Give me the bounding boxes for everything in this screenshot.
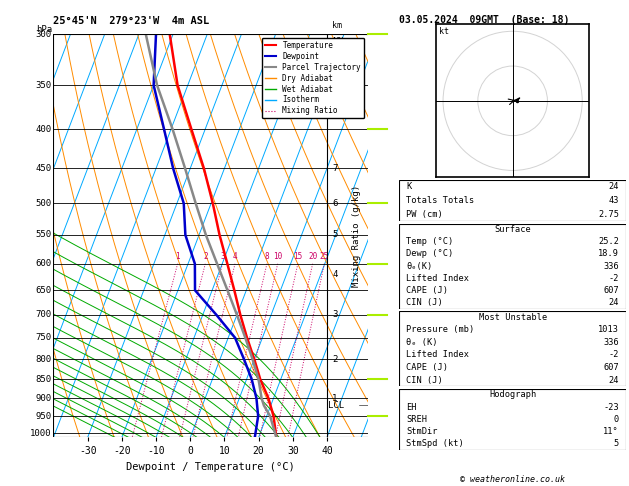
Text: Most Unstable: Most Unstable [479,313,547,322]
Text: 2.75: 2.75 [598,210,619,219]
Text: 607: 607 [603,363,619,372]
Text: 650: 650 [36,286,52,295]
Text: EH: EH [406,402,416,412]
Text: Totals Totals: Totals Totals [406,196,474,205]
Text: 20: 20 [308,252,317,260]
Text: Hodograph: Hodograph [489,390,537,399]
Text: 300: 300 [36,30,52,38]
Text: 24: 24 [609,298,619,307]
Text: Dewp (°C): Dewp (°C) [406,249,454,259]
Text: 25: 25 [320,252,329,260]
Text: 1013: 1013 [598,325,619,334]
Text: 750: 750 [36,333,52,342]
Text: 2: 2 [203,252,208,260]
Text: 11°: 11° [603,427,619,436]
Text: Lifted Index: Lifted Index [406,350,469,360]
Text: 3: 3 [220,252,225,260]
Text: ASL: ASL [332,37,347,46]
Text: 24: 24 [609,182,619,191]
Text: 03.05.2024  09GMT  (Base: 18): 03.05.2024 09GMT (Base: 18) [399,15,570,25]
Text: CIN (J): CIN (J) [406,376,443,384]
Text: LCL: LCL [328,401,344,410]
Text: 5: 5 [332,230,337,240]
Text: StmDir: StmDir [406,427,438,436]
Text: -23: -23 [603,402,619,412]
Text: 550: 550 [36,230,52,240]
Text: 350: 350 [36,81,52,89]
Text: 1: 1 [175,252,180,260]
Text: K: K [406,182,411,191]
Text: 607: 607 [603,286,619,295]
Text: 850: 850 [36,375,52,384]
Text: 2: 2 [332,355,337,364]
Text: Surface: Surface [494,225,531,234]
Text: 7: 7 [332,164,337,173]
Text: kt: kt [439,27,449,36]
Text: StmSpd (kt): StmSpd (kt) [406,439,464,448]
Text: 1: 1 [332,394,337,403]
Text: 900: 900 [36,394,52,403]
Text: CIN (J): CIN (J) [406,298,443,307]
Text: 5: 5 [614,439,619,448]
Text: 500: 500 [36,199,52,208]
Text: km: km [332,21,342,30]
Text: 43: 43 [609,196,619,205]
Text: -2: -2 [609,350,619,360]
Text: θₑ(K): θₑ(K) [406,261,433,271]
Text: 8: 8 [332,99,337,108]
Text: 8: 8 [265,252,269,260]
Text: 0: 0 [614,415,619,424]
Text: 800: 800 [36,355,52,364]
Text: Lifted Index: Lifted Index [406,274,469,283]
Text: 4: 4 [332,270,337,279]
Legend: Temperature, Dewpoint, Parcel Trajectory, Dry Adiabat, Wet Adiabat, Isotherm, Mi: Temperature, Dewpoint, Parcel Trajectory… [262,38,364,119]
Text: © weatheronline.co.uk: © weatheronline.co.uk [460,474,565,484]
Text: 6: 6 [332,199,337,208]
Text: 4: 4 [233,252,237,260]
Text: SREH: SREH [406,415,427,424]
Text: 336: 336 [603,338,619,347]
Text: 25°45'N  279°23'W  4m ASL: 25°45'N 279°23'W 4m ASL [53,16,209,26]
Text: 400: 400 [36,125,52,134]
Text: Pressure (mb): Pressure (mb) [406,325,474,334]
X-axis label: Dewpoint / Temperature (°C): Dewpoint / Temperature (°C) [126,462,295,472]
Text: 10: 10 [273,252,282,260]
Text: 600: 600 [36,260,52,268]
Text: 18.9: 18.9 [598,249,619,259]
Text: θₑ (K): θₑ (K) [406,338,438,347]
Text: 700: 700 [36,311,52,319]
Text: 3: 3 [332,311,337,319]
Text: 24: 24 [609,376,619,384]
Text: CAPE (J): CAPE (J) [406,286,448,295]
Text: 25.2: 25.2 [598,237,619,246]
Text: Mixing Ratio (g/kg): Mixing Ratio (g/kg) [352,185,360,287]
Text: hPa: hPa [36,25,52,34]
Text: 1000: 1000 [30,429,52,437]
Text: Temp (°C): Temp (°C) [406,237,454,246]
Text: PW (cm): PW (cm) [406,210,443,219]
Text: 336: 336 [603,261,619,271]
Text: 15: 15 [293,252,303,260]
Text: CAPE (J): CAPE (J) [406,363,448,372]
Text: -2: -2 [609,274,619,283]
Text: 450: 450 [36,164,52,173]
Text: 950: 950 [36,412,52,420]
